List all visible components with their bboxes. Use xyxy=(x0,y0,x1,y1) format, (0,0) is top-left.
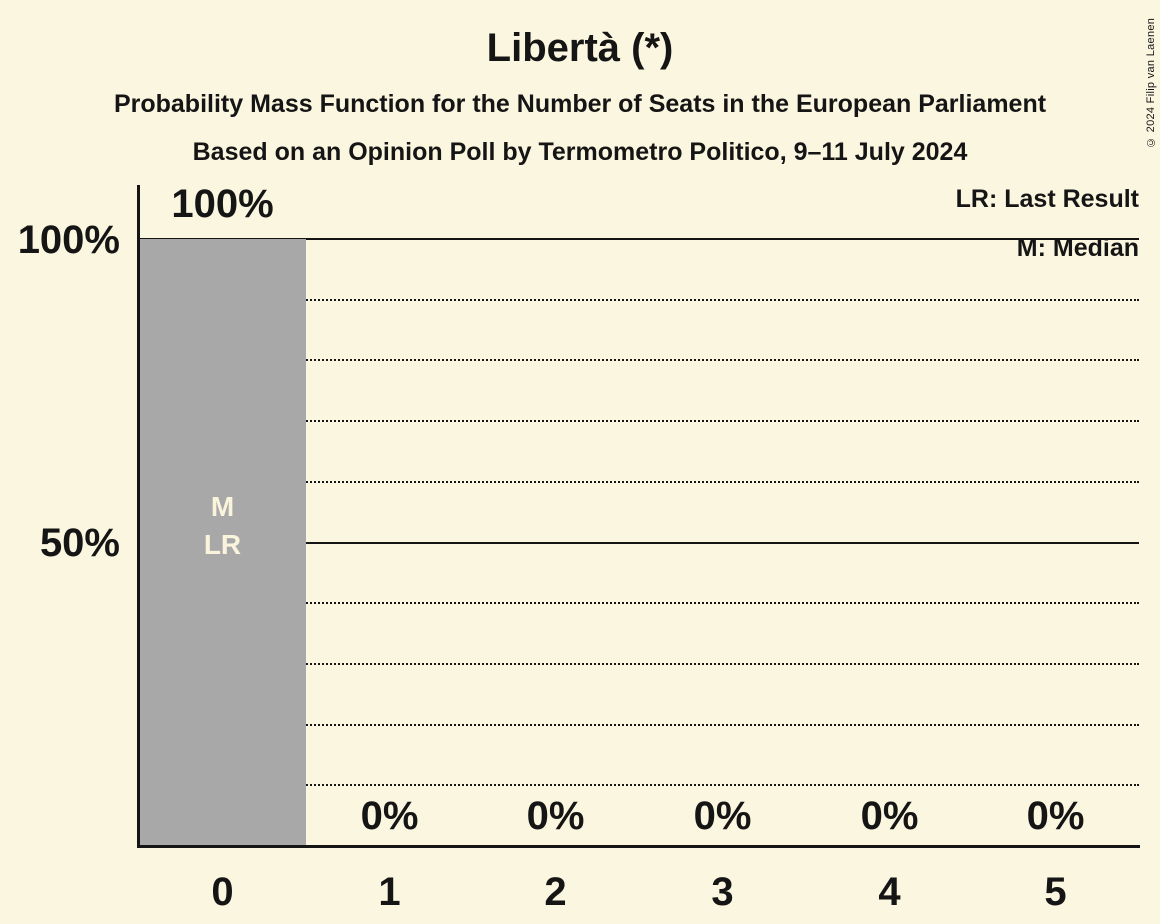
copyright-note: © 2024 Filip van Laenen xyxy=(1145,17,1157,148)
x-tick-0: 0 xyxy=(211,870,234,914)
y-tick-50: 50% xyxy=(39,521,120,565)
value-label-seats-3: 0% xyxy=(693,794,752,838)
x-tick-4: 4 xyxy=(878,870,901,914)
value-label-seats-1: 0% xyxy=(360,794,419,838)
gridline-dotted-60 xyxy=(139,480,1139,483)
legend-median: M: Median xyxy=(1016,234,1139,262)
chart-subtitle-description: Probability Mass Function for the Number… xyxy=(113,90,1047,118)
x-tick-5: 5 xyxy=(1044,870,1067,914)
value-label-seats-0: 100% xyxy=(171,182,274,226)
last-result-marker: LR xyxy=(203,529,242,560)
gridline-dotted-30 xyxy=(139,662,1139,665)
gridline-dotted-90 xyxy=(139,298,1139,301)
x-axis-line xyxy=(137,845,1140,848)
gridline-solid-50 xyxy=(139,541,1139,544)
gridline-dotted-70 xyxy=(139,420,1139,423)
x-tick-3: 3 xyxy=(711,870,734,914)
plot-area: M LR xyxy=(139,238,1139,846)
value-label-seats-4: 0% xyxy=(860,794,919,838)
median-marker: M xyxy=(210,491,235,522)
gridline-dotted-80 xyxy=(139,359,1139,362)
bar-median-last-result-label: M LR xyxy=(139,488,306,564)
y-tick-100: 100% xyxy=(17,218,120,262)
y-axis-line xyxy=(137,185,140,848)
gridline-dotted-40 xyxy=(139,602,1139,605)
gridline-dotted-10 xyxy=(139,784,1139,787)
gridline-dotted-20 xyxy=(139,723,1139,726)
gridline-solid-100 xyxy=(139,238,1139,240)
value-label-seats-5: 0% xyxy=(1026,794,1085,838)
value-label-seats-2: 0% xyxy=(526,794,585,838)
bar-seats-0 xyxy=(139,239,306,846)
chart-subtitle-poll-source: Based on an Opinion Poll by Termometro P… xyxy=(192,138,968,166)
chart-title: Libertà (*) xyxy=(486,26,674,70)
legend-last-result: LR: Last Result xyxy=(955,185,1139,213)
x-tick-1: 1 xyxy=(378,870,401,914)
x-tick-2: 2 xyxy=(544,870,567,914)
